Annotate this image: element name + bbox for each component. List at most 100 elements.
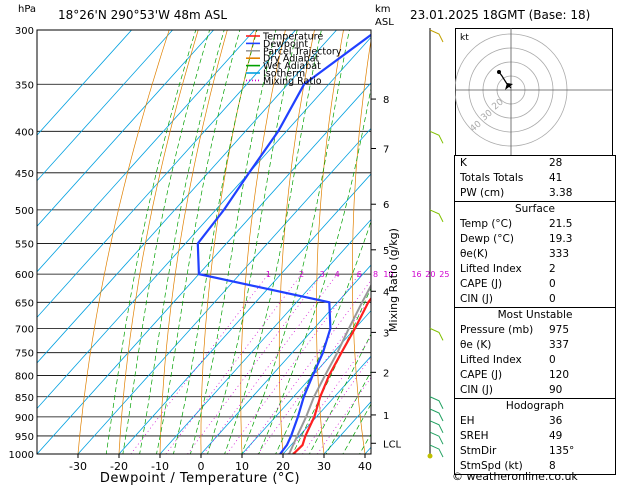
wind-barb-icon xyxy=(429,431,444,445)
unstable-section-title: Most Unstable xyxy=(455,307,615,323)
unstable-label: Pressure (mb) xyxy=(460,324,534,336)
surface-value: 333 xyxy=(549,248,570,260)
x-tick-label: 20 xyxy=(276,460,290,473)
hodograph-label: StmDir xyxy=(460,445,497,457)
pressure-tick-label: 350 xyxy=(15,80,34,91)
wet-adiabat-line xyxy=(224,30,322,454)
copyright-footer: © weatheronline.co.uk xyxy=(452,470,578,483)
surface-label: CIN (J) xyxy=(460,293,493,305)
hodograph-point xyxy=(497,70,501,74)
wet-adiabat-line xyxy=(258,86,371,454)
surface-label: CAPE (J) xyxy=(460,278,503,290)
wind-barb-icon xyxy=(427,453,433,459)
isotherm-line xyxy=(241,310,371,454)
unstable-value: 975 xyxy=(549,324,570,336)
x-tick-label: -30 xyxy=(69,460,87,473)
unstable-value: 120 xyxy=(549,369,570,381)
wind-barb-icon xyxy=(429,408,444,422)
isotherm-line xyxy=(37,30,214,227)
hodograph-value: 8 xyxy=(549,460,556,472)
pressure-tick-label: 700 xyxy=(15,324,34,335)
hpa-label: hPa xyxy=(18,4,37,15)
km-tick-label: 8 xyxy=(383,95,389,106)
isotherm-line xyxy=(37,30,296,318)
mixing-ratio-line xyxy=(226,273,360,454)
surface-section-title: Surface xyxy=(455,201,615,217)
surface-label: Lifted Index xyxy=(460,263,522,275)
plot-frame xyxy=(36,29,372,455)
x-tick-label: 10 xyxy=(235,460,249,473)
isotherm-line xyxy=(37,30,132,136)
surface-value: 2 xyxy=(549,263,556,275)
wet-adiabat-line xyxy=(275,220,371,454)
surface-label: θe(K) xyxy=(460,248,488,260)
unstable-label: θe (K) xyxy=(460,339,492,351)
isotherm-line xyxy=(37,30,173,182)
mixing-ratio-line xyxy=(257,297,371,454)
mixing-ratio-label: 3 xyxy=(320,270,325,279)
pressure-tick-label: 300 xyxy=(15,26,34,37)
pressure-tick-label: 450 xyxy=(15,169,34,180)
isotherm-line xyxy=(200,264,371,454)
wet-adiabat-line xyxy=(122,30,210,454)
pressure-tick-label: 850 xyxy=(15,393,34,404)
x-tick-label: -20 xyxy=(110,460,128,473)
wind-barb-icon xyxy=(429,209,444,223)
wet-adiabat-line xyxy=(292,287,371,454)
legend-label: Dry Adiabat xyxy=(263,54,320,65)
mixing-ratio-line xyxy=(287,336,371,454)
datetime-title: 23.01.2025 18GMT (Base: 18) xyxy=(410,8,591,22)
wind-barb-icon xyxy=(429,327,444,341)
dry-adiabat-line xyxy=(278,30,315,454)
unstable-label: Lifted Index xyxy=(460,354,522,366)
location-title: 18°26'N 290°53'W 48m ASL xyxy=(58,8,228,22)
hodograph-kt-label: kt xyxy=(460,33,469,43)
legend-label: Dewpoint xyxy=(263,39,308,50)
mixing-ratio-label: 2 xyxy=(299,270,304,279)
index-label: PW (cm) xyxy=(460,187,505,199)
mixing-ratio-label: 8 xyxy=(373,270,378,279)
pressure-tick-label: 500 xyxy=(15,206,34,217)
index-label: K xyxy=(460,157,467,169)
pressure-tick-label: 1000 xyxy=(9,450,34,461)
wet-adiabat-line xyxy=(105,30,197,454)
km-tick-label: 7 xyxy=(383,144,389,155)
surface-value: 0 xyxy=(549,278,556,290)
wet-adiabat-line xyxy=(207,30,298,454)
hodograph-section-title: Hodograph xyxy=(455,398,615,414)
wet-adiabat-line xyxy=(156,30,241,454)
hodograph-value: 135° xyxy=(549,445,575,457)
x-tick-label: -10 xyxy=(151,460,169,473)
mixing-ratio-line xyxy=(243,279,371,454)
index-value: 28 xyxy=(549,157,563,169)
legend-label: Wet Adiabat xyxy=(263,61,321,72)
isotherm-line xyxy=(159,218,371,454)
wind-barb-icon xyxy=(429,130,444,144)
km-label: km xyxy=(375,4,391,15)
x-tick-label: 30 xyxy=(317,460,331,473)
wind-barb-icon xyxy=(429,444,444,458)
hodograph-value: 49 xyxy=(549,430,563,442)
x-tick-label: 0 xyxy=(198,460,205,473)
unstable-label: CIN (J) xyxy=(460,384,493,396)
mixing-ratio-label: 10 xyxy=(383,270,393,279)
pressure-tick-label: 950 xyxy=(15,432,34,443)
unstable-value: 90 xyxy=(549,384,563,396)
km-tick-label: 2 xyxy=(383,368,389,379)
wet-adiabat-line xyxy=(190,30,277,454)
storm-motion-icon xyxy=(505,83,513,90)
surface-value: 19.3 xyxy=(549,233,573,245)
legend-label: Mixing Ratio xyxy=(263,76,322,87)
km-tick-label: 3 xyxy=(383,328,389,339)
surface-value: 0 xyxy=(549,293,556,305)
isotherm-line xyxy=(118,173,371,454)
pressure-tick-label: 650 xyxy=(15,298,34,309)
mixing-ratio-label: 1 xyxy=(266,270,271,279)
km-tick-label: 6 xyxy=(383,200,389,211)
isotherm-line xyxy=(37,82,371,454)
wet-adiabat-line xyxy=(173,30,258,454)
hodograph-value: 36 xyxy=(549,415,563,427)
mixing-ratio-label: 4 xyxy=(335,270,340,279)
pressure-tick-label: 800 xyxy=(15,371,34,382)
